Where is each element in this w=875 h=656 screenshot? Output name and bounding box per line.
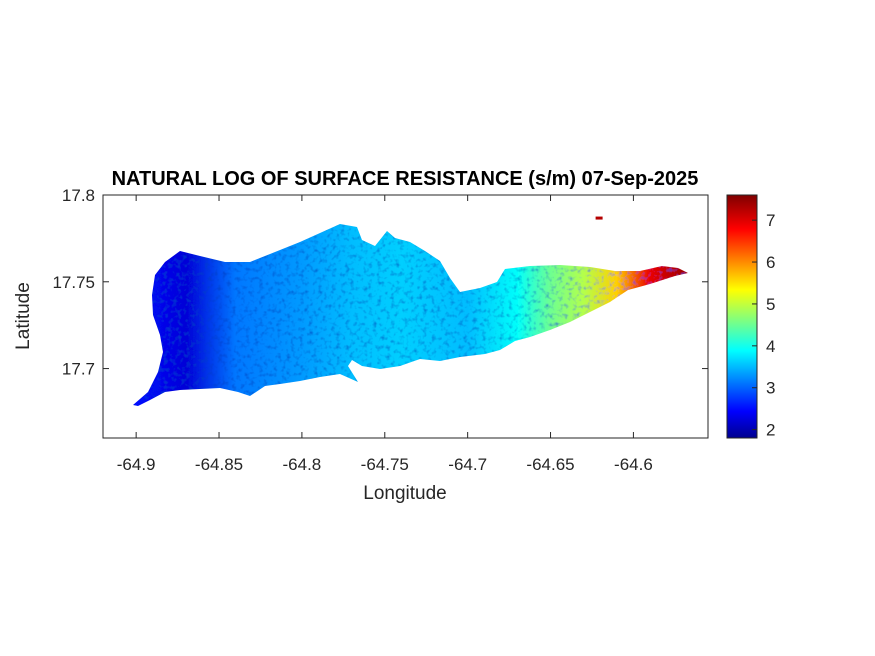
chart-title: NATURAL LOG OF SURFACE RESISTANCE (s/m) … — [112, 168, 699, 190]
islet-data-point — [595, 216, 603, 220]
colorbar-tick-label: 5 — [766, 295, 775, 314]
x-tick-label: -64.85 — [195, 455, 243, 474]
x-tick-label: -64.65 — [526, 455, 574, 474]
colorbar-tick-label: 2 — [766, 421, 775, 440]
x-tick-label: -64.9 — [117, 455, 156, 474]
x-tick-label: -64.75 — [361, 455, 409, 474]
y-axis-ticks: 17.7 17.75 17.8 — [52, 186, 708, 379]
colorbar — [726, 194, 758, 439]
colorbar-ticks: 2 3 4 5 6 7 — [752, 211, 775, 440]
y-axis-label: Latitude — [13, 282, 34, 350]
x-axis-ticks: -64.9 -64.85 -64.8 -64.75 -64.7 -64.65 -64.6 — [117, 195, 653, 474]
x-tick-label: -64.7 — [448, 455, 487, 474]
x-axis-label: Longitude — [363, 483, 446, 504]
y-tick-label: 17.8 — [62, 186, 95, 205]
x-tick-label: -64.8 — [283, 455, 322, 474]
y-tick-label: 17.7 — [62, 360, 95, 379]
colorbar-tick-label: 6 — [766, 253, 775, 272]
colorbar-tick-label: 7 — [766, 211, 775, 230]
colorbar-tick-label: 3 — [766, 379, 775, 398]
y-tick-label: 17.75 — [52, 273, 95, 292]
x-tick-label: -64.6 — [614, 455, 653, 474]
colorbar-tick-label: 4 — [766, 337, 775, 356]
